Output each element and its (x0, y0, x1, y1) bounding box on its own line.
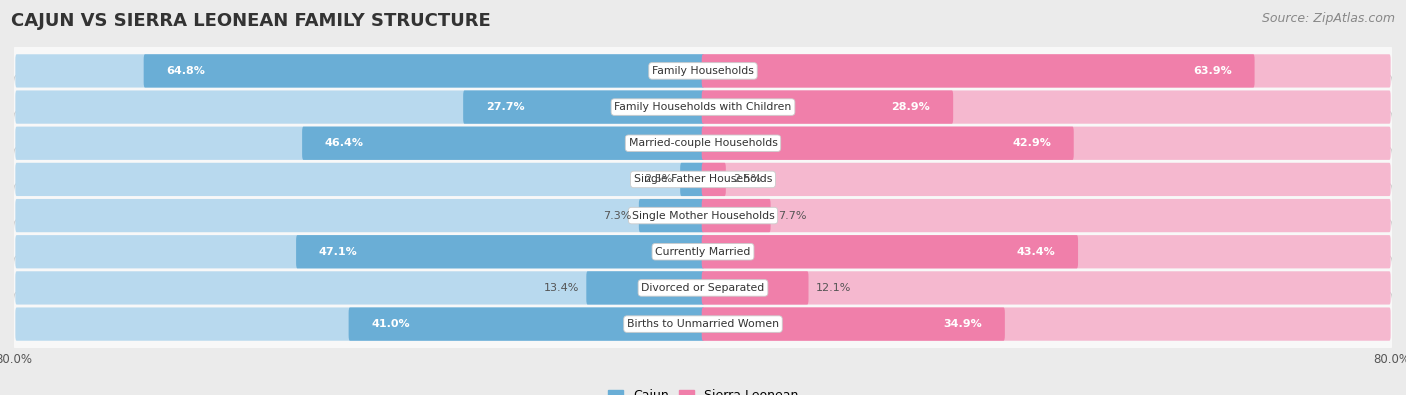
Text: Currently Married: Currently Married (655, 247, 751, 257)
Text: Source: ZipAtlas.com: Source: ZipAtlas.com (1261, 12, 1395, 25)
FancyBboxPatch shape (15, 90, 704, 124)
Text: 34.9%: 34.9% (943, 319, 981, 329)
FancyBboxPatch shape (702, 127, 1391, 160)
Text: 2.5%: 2.5% (644, 175, 673, 184)
Text: 41.0%: 41.0% (371, 319, 411, 329)
FancyBboxPatch shape (15, 199, 704, 232)
Text: 46.4%: 46.4% (325, 138, 364, 148)
FancyBboxPatch shape (13, 39, 1393, 103)
FancyBboxPatch shape (681, 163, 704, 196)
FancyBboxPatch shape (13, 220, 1393, 284)
FancyBboxPatch shape (13, 75, 1393, 139)
Text: Single Father Households: Single Father Households (634, 175, 772, 184)
Text: 63.9%: 63.9% (1194, 66, 1232, 76)
FancyBboxPatch shape (15, 307, 704, 341)
FancyBboxPatch shape (702, 90, 953, 124)
FancyBboxPatch shape (702, 235, 1078, 268)
Text: 12.1%: 12.1% (815, 283, 851, 293)
FancyBboxPatch shape (143, 54, 704, 88)
Text: 47.1%: 47.1% (319, 247, 357, 257)
FancyBboxPatch shape (586, 271, 704, 305)
Text: 2.5%: 2.5% (733, 175, 762, 184)
FancyBboxPatch shape (13, 292, 1393, 356)
FancyBboxPatch shape (702, 54, 1254, 88)
Legend: Cajun, Sierra Leonean: Cajun, Sierra Leonean (603, 384, 803, 395)
FancyBboxPatch shape (13, 111, 1393, 175)
FancyBboxPatch shape (349, 307, 704, 341)
FancyBboxPatch shape (13, 184, 1393, 247)
FancyBboxPatch shape (702, 163, 725, 196)
FancyBboxPatch shape (15, 54, 704, 88)
FancyBboxPatch shape (702, 199, 770, 232)
Text: 28.9%: 28.9% (891, 102, 931, 112)
FancyBboxPatch shape (13, 256, 1393, 320)
Text: 27.7%: 27.7% (486, 102, 524, 112)
Text: 7.7%: 7.7% (778, 211, 807, 220)
FancyBboxPatch shape (702, 54, 1391, 88)
FancyBboxPatch shape (15, 235, 704, 268)
FancyBboxPatch shape (702, 271, 1391, 305)
FancyBboxPatch shape (638, 199, 704, 232)
FancyBboxPatch shape (702, 235, 1391, 268)
FancyBboxPatch shape (702, 307, 1391, 341)
FancyBboxPatch shape (297, 235, 704, 268)
Text: 43.4%: 43.4% (1017, 247, 1056, 257)
FancyBboxPatch shape (15, 163, 704, 196)
Text: Family Households: Family Households (652, 66, 754, 76)
Text: CAJUN VS SIERRA LEONEAN FAMILY STRUCTURE: CAJUN VS SIERRA LEONEAN FAMILY STRUCTURE (11, 12, 491, 30)
FancyBboxPatch shape (15, 271, 704, 305)
Text: Divorced or Separated: Divorced or Separated (641, 283, 765, 293)
Text: Married-couple Households: Married-couple Households (628, 138, 778, 148)
FancyBboxPatch shape (15, 127, 704, 160)
Text: Births to Unmarried Women: Births to Unmarried Women (627, 319, 779, 329)
Text: Family Households with Children: Family Households with Children (614, 102, 792, 112)
FancyBboxPatch shape (702, 127, 1074, 160)
FancyBboxPatch shape (302, 127, 704, 160)
Text: Single Mother Households: Single Mother Households (631, 211, 775, 220)
Text: 42.9%: 42.9% (1012, 138, 1050, 148)
FancyBboxPatch shape (702, 199, 1391, 232)
FancyBboxPatch shape (463, 90, 704, 124)
Text: 13.4%: 13.4% (544, 283, 579, 293)
Text: 7.3%: 7.3% (603, 211, 631, 220)
FancyBboxPatch shape (702, 163, 1391, 196)
FancyBboxPatch shape (702, 271, 808, 305)
Text: 64.8%: 64.8% (166, 66, 205, 76)
FancyBboxPatch shape (13, 148, 1393, 211)
FancyBboxPatch shape (702, 307, 1005, 341)
FancyBboxPatch shape (702, 90, 1391, 124)
